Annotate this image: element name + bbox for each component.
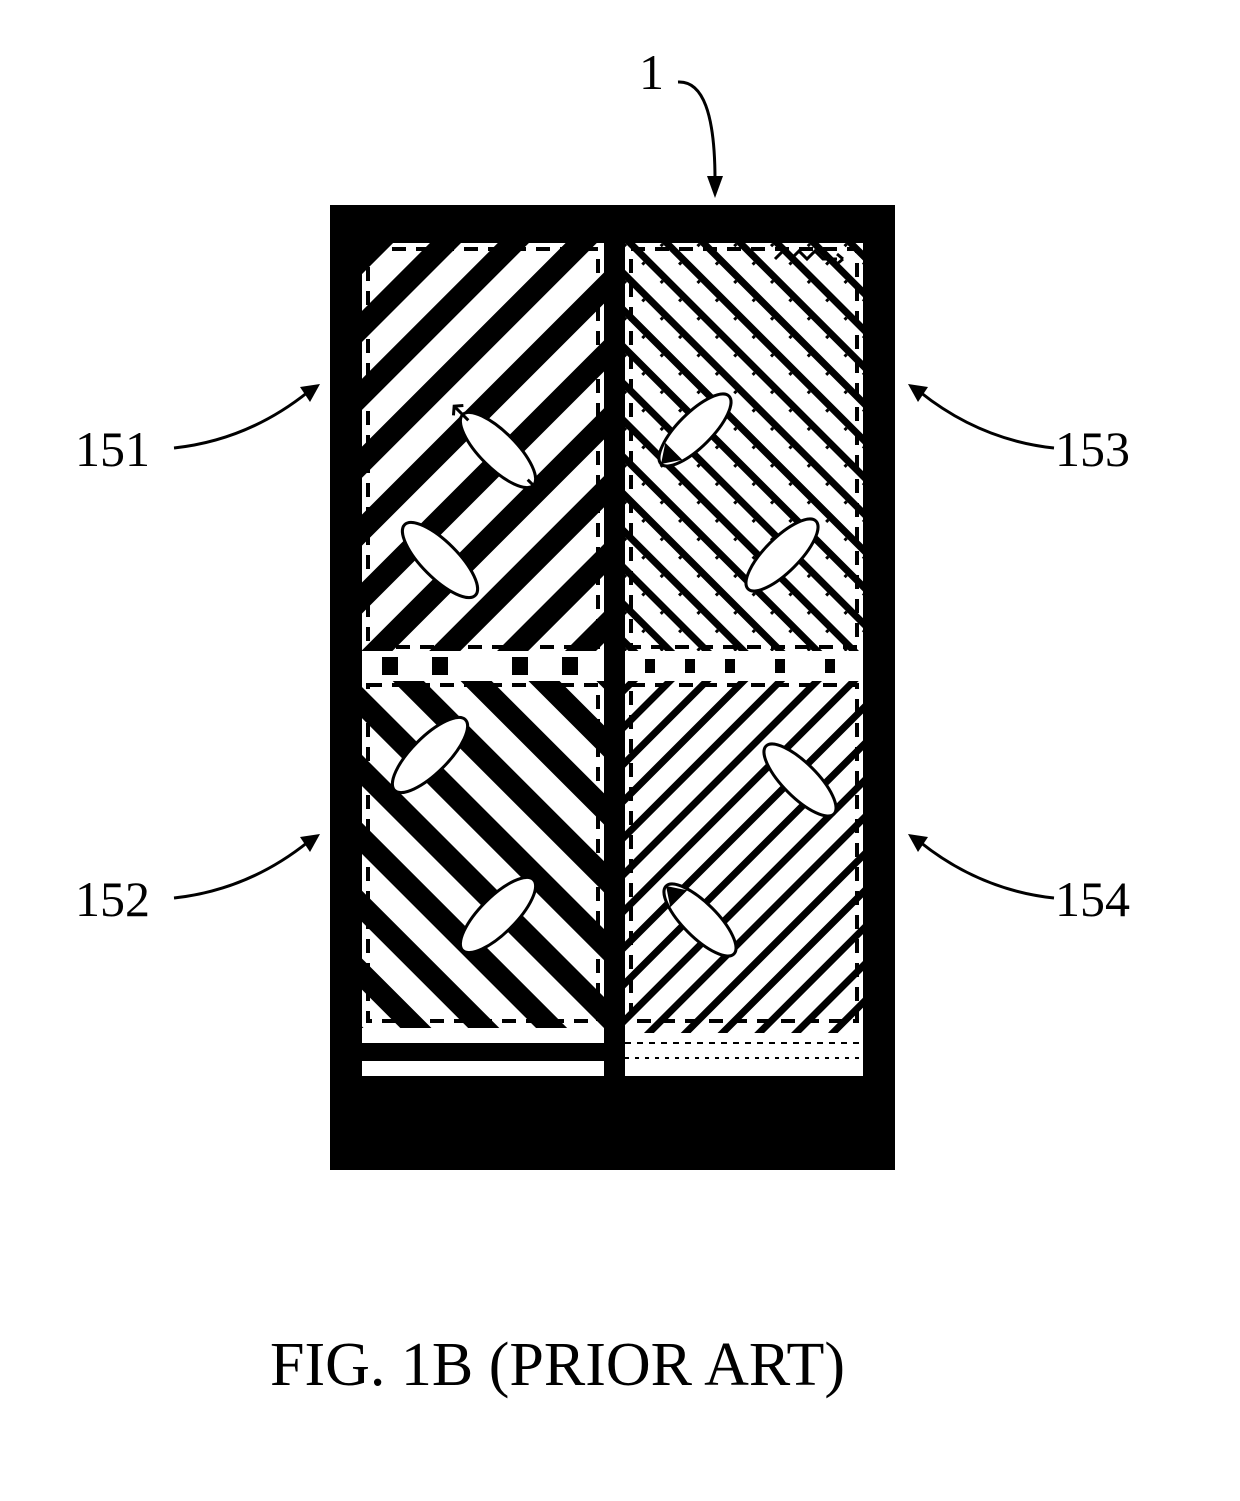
callout-154: 154 [1055, 870, 1130, 928]
figure-container: 1 [0, 0, 1240, 1501]
callout-151: 151 [75, 420, 150, 478]
callout-151-arrow [168, 370, 338, 470]
callout-154-arrow [890, 820, 1060, 920]
right-panel [625, 243, 863, 1076]
callout-153-arrow [890, 370, 1060, 470]
left-panel-pattern [362, 243, 604, 1076]
callout-152-arrow [168, 820, 338, 920]
right-panel-pattern [625, 243, 863, 1076]
callout-152: 152 [75, 870, 150, 928]
left-panel [362, 243, 604, 1076]
callout-153: 153 [1055, 420, 1130, 478]
figure-caption: FIG. 1B (PRIOR ART) [270, 1330, 845, 1401]
callout-1-arrow [660, 70, 760, 215]
